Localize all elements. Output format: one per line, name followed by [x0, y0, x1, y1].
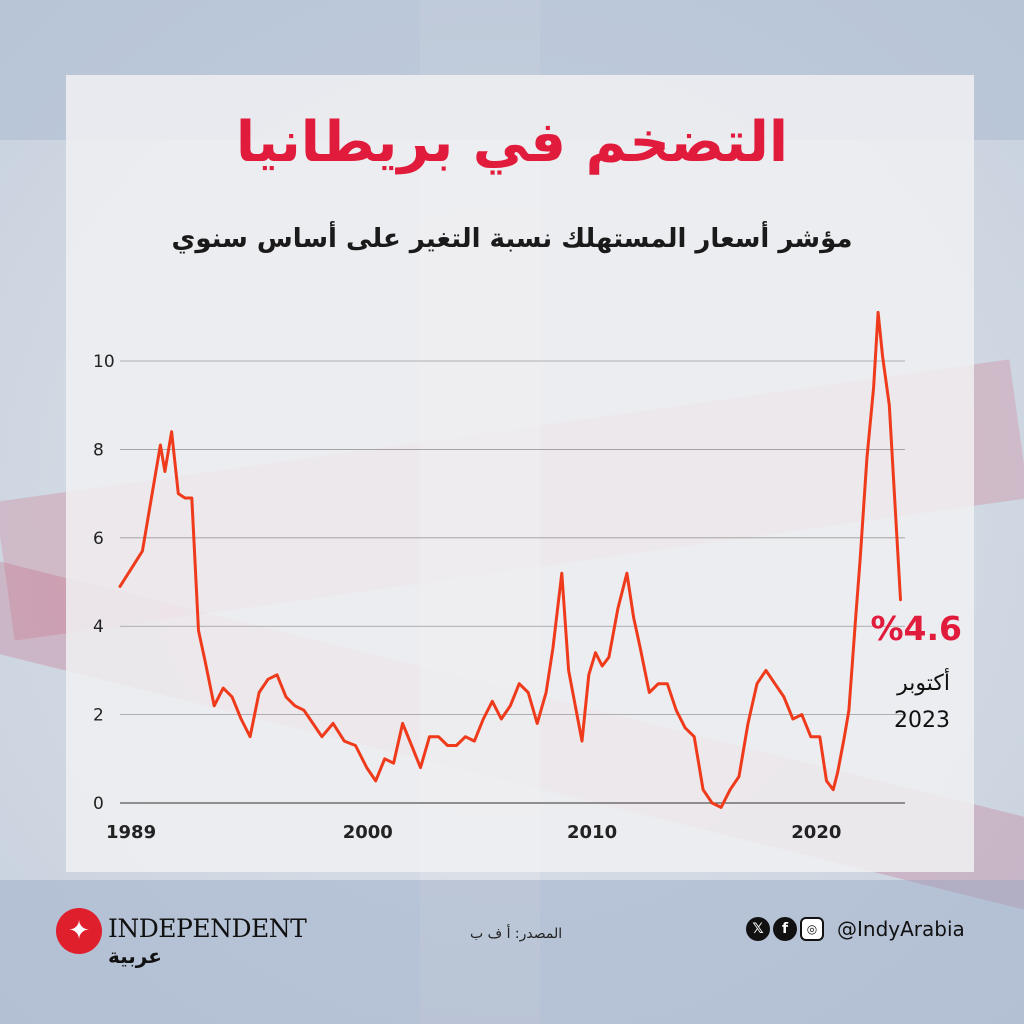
flag-stripe-blue-bottom	[0, 880, 1024, 1024]
latest-year-label: 2023	[894, 708, 950, 733]
chart-title: التضخم في بريطانيا	[235, 110, 789, 175]
independent-logo[interactable]: ✦ INDEPENDENT عربية	[56, 906, 307, 976]
chart-panel	[66, 75, 974, 872]
inflation-line	[118, 310, 902, 809]
x-tick-label: 2000	[343, 822, 393, 843]
y-tick-label: 0	[93, 794, 104, 814]
x-icon[interactable]: 𝕏	[746, 917, 770, 941]
latest-month-label: أكتوبر	[896, 668, 950, 696]
latest-value-label: %4.6	[870, 609, 962, 648]
grid	[120, 360, 905, 804]
y-tick-label: 4	[93, 617, 104, 637]
x-tick-label: 2010	[567, 822, 617, 843]
facebook-icon[interactable]: f	[773, 917, 797, 941]
social-handle[interactable]: @IndyArabia	[837, 917, 965, 941]
instagram-icon[interactable]: ◎	[800, 917, 824, 941]
chart-subtitle: مؤشر أسعار المستهلك نسبة التغير على أساس…	[171, 224, 853, 254]
y-tick-label: 6	[93, 529, 104, 549]
x-axis-ticks: 1989 2000 2010 2020	[106, 822, 841, 843]
y-axis-ticks: 0 2 4 6 8 10	[93, 352, 115, 814]
x-tick-label: 1989	[106, 822, 156, 843]
eagle-icon: ✦	[56, 908, 102, 954]
source-label: المصدر: أ ف ب	[470, 926, 563, 942]
y-tick-label: 8	[93, 440, 104, 460]
x-tick-label: 2020	[791, 822, 841, 843]
brand-name: INDEPENDENT	[108, 914, 307, 943]
y-tick-label: 2	[93, 706, 104, 726]
brand-arabic: عربية	[108, 944, 162, 968]
y-tick-label: 10	[93, 352, 115, 372]
